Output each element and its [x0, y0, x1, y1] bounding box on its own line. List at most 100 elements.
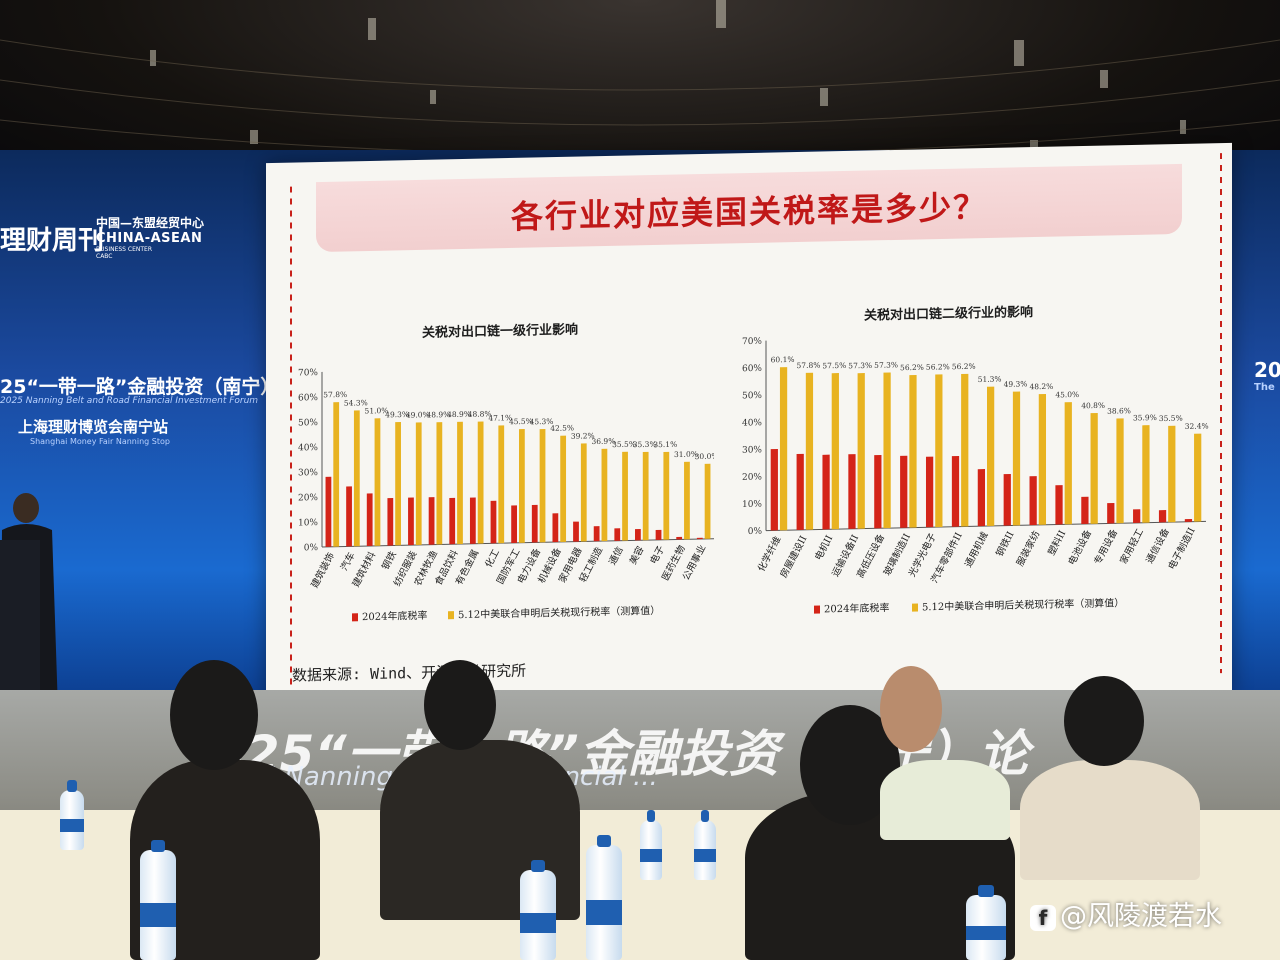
- bar-2024-rate: [900, 455, 908, 528]
- bar-current-rate: [935, 374, 943, 528]
- bar-current-rate: [1038, 393, 1047, 525]
- water-bottle: [60, 780, 84, 850]
- bar-current-rate: [601, 448, 608, 542]
- category-label: 电子: [648, 543, 668, 566]
- data-label: 51.0%: [365, 406, 389, 415]
- bar-2024-rate: [387, 497, 394, 546]
- y-tick-label: 50%: [742, 391, 762, 401]
- bar-current-rate: [805, 372, 814, 530]
- data-label: 35.1%: [653, 440, 677, 449]
- bar-current-rate: [1168, 425, 1176, 523]
- bar-current-rate: [539, 429, 546, 543]
- bar-current-rate: [704, 463, 711, 539]
- forum-title-en: 2025 Nanning Belt and Road Financial Inv…: [0, 396, 259, 406]
- bar-current-rate: [1064, 402, 1072, 525]
- data-label: 45.5%: [509, 417, 533, 426]
- bar-current-rate: [1194, 433, 1202, 522]
- water-bottle: [140, 840, 176, 960]
- category-label: 专用设备: [1092, 527, 1121, 567]
- bar-current-rate: [374, 418, 381, 546]
- category-label: 汽车: [338, 550, 358, 572]
- bar-2024-rate: [1184, 519, 1193, 522]
- water-bottle: [966, 885, 1006, 960]
- y-tick-label: 70%: [298, 368, 318, 378]
- data-label: 42.5%: [550, 423, 574, 432]
- y-tick-label: 70%: [742, 337, 762, 347]
- right-wall-fragment-en: The: [1254, 382, 1275, 393]
- y-tick-label: 40%: [742, 418, 762, 428]
- bar-2024-rate: [573, 521, 579, 542]
- station-title: 上海理财博览会南宁站: [18, 418, 169, 436]
- brand-left-logo: 理财周刊: [0, 226, 105, 256]
- chart-2-title: 关税对出口链二级行业的影响: [864, 305, 1034, 324]
- y-tick-label: 50%: [298, 418, 318, 428]
- legend-label-current: 5.12中美联合申明后关税现行税率（测算值）: [458, 604, 660, 621]
- category-label: 化学纤维: [755, 534, 784, 574]
- water-bottle: [586, 835, 622, 960]
- bar-2024-rate: [325, 476, 332, 547]
- bar-2024-rate: [1081, 496, 1089, 525]
- casean-cn: 中国—东盟经贸中心: [96, 216, 205, 230]
- bar-2024-rate: [1003, 473, 1011, 526]
- category-label: 电池设备: [1066, 527, 1095, 567]
- bar-current-rate: [498, 425, 505, 544]
- y-tick-label: 20%: [298, 493, 318, 503]
- legend-swatch-2024: [814, 605, 820, 614]
- data-label: 56.2%: [900, 363, 924, 372]
- bar-current-rate: [663, 451, 670, 540]
- casean-en: CHINA-ASEAN: [96, 231, 203, 246]
- data-label: 57.8%: [797, 361, 821, 370]
- chart-secondary-industry: 关税对出口链二级行业的影响 0% 10% 20% 30% 40% 50% 60% 70% 60.…: [722, 283, 1212, 653]
- slide-title: 各行业对应美国关税率是多少？: [510, 188, 987, 236]
- bar-current-rate: [477, 421, 484, 544]
- station-title-en: Shanghai Money Fair Nanning Stop: [30, 437, 170, 446]
- data-label: 40.8%: [1081, 401, 1105, 410]
- bar-current-rate: [684, 461, 690, 540]
- data-label: 49.0%: [406, 410, 430, 419]
- bar-current-rate: [560, 435, 567, 542]
- bar-2024-rate: [1055, 485, 1063, 525]
- data-label: 60.1%: [771, 355, 795, 364]
- bar-current-rate: [1142, 425, 1150, 523]
- category-label: 电机II: [812, 533, 835, 562]
- legend-swatch-2024: [352, 613, 358, 622]
- bar-current-rate: [622, 451, 628, 541]
- bar-2024-rate: [366, 493, 373, 547]
- bar-current-rate: [395, 422, 401, 546]
- bar-2024-rate: [951, 456, 960, 527]
- category-label: 美容: [627, 544, 647, 567]
- category-label: 通信设备: [1143, 526, 1172, 566]
- y-tick-label: 30%: [298, 468, 318, 478]
- data-label: 32.4%: [1185, 421, 1209, 430]
- chart-1-svg: 0% 10% 20% 30% 40% 50% 60% 70% 57.8% 建筑装饰 54.3% 汽车 5…: [298, 368, 714, 623]
- audience-head: [424, 660, 496, 750]
- bar-2024-rate: [822, 454, 830, 530]
- bar-current-rate: [779, 367, 788, 531]
- data-label: 54.3%: [344, 398, 368, 407]
- bar-2024-rate: [676, 536, 683, 540]
- bar-2024-rate: [428, 497, 435, 545]
- data-label: 47.1%: [488, 413, 512, 422]
- data-label: 38.6%: [1107, 406, 1131, 415]
- bar-2024-rate: [635, 529, 641, 541]
- category-label: 通信: [606, 545, 626, 567]
- bar-current-rate: [909, 374, 917, 528]
- bar-2024-rate: [874, 454, 882, 529]
- data-label: 45.3%: [530, 417, 554, 426]
- bar-2024-rate: [977, 469, 986, 527]
- bar-current-rate: [883, 372, 891, 529]
- data-label: 31.0%: [674, 450, 698, 459]
- category-label: 服装家纺: [1014, 528, 1043, 568]
- data-label: 48.9%: [447, 410, 471, 419]
- bar-current-rate: [1090, 412, 1098, 524]
- data-label: 35.9%: [1133, 413, 1157, 422]
- category-label: 建筑装饰: [309, 551, 337, 590]
- legend-swatch-current: [912, 603, 918, 612]
- bar-2024-rate: [770, 448, 778, 531]
- y-tick-label: 40%: [298, 443, 318, 453]
- bar-2024-rate: [1107, 502, 1115, 524]
- bar-current-rate: [519, 428, 525, 543]
- bar-current-rate: [831, 373, 839, 530]
- data-label: 57.8%: [323, 390, 347, 399]
- y-tick-label: 60%: [298, 393, 318, 403]
